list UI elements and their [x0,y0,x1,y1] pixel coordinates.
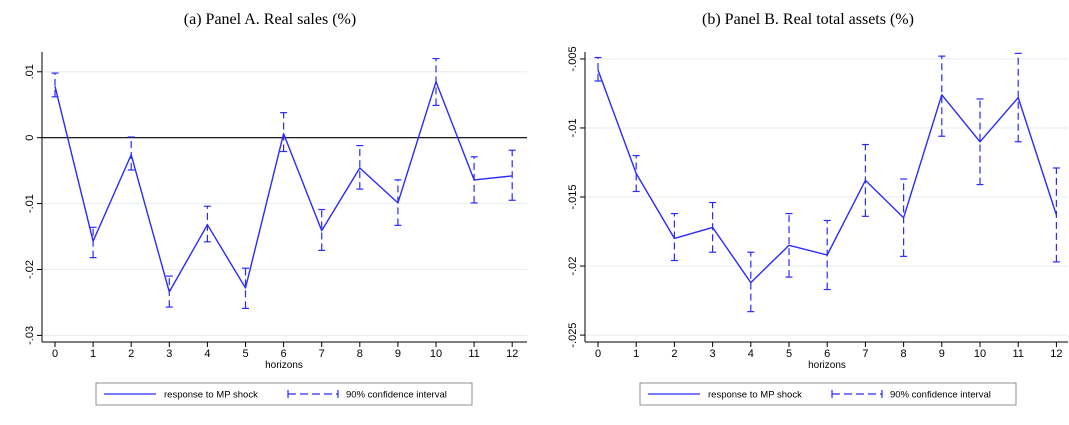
panel-b-legend-ci-swatch [831,390,883,398]
panel-a-legend-response-label: response to MP shock [164,390,258,401]
panel-b-x-tick-label-5: 5 [786,348,792,360]
panel-b-x-tick-label-0: 0 [595,348,601,360]
panel-a-x-tick-label-8: 8 [357,348,363,360]
panel-a-x-tick-labels: 0 1 2 3 4 5 6 7 8 9 10 11 12 [52,348,518,360]
panel-b-ci-10 [976,98,984,186]
panel-b-ci-4 [747,251,755,313]
panel-b-legend-box [639,382,1017,406]
panel-a-legend-ci-swatch [287,390,339,398]
panel-a-y-tick-label-1: 0 [24,135,36,141]
panel-a-x-tick-label-4: 4 [204,348,210,360]
panel-a-y-tick-label-3: -.02 [24,260,36,279]
panel-a-x-tick-label-0: 0 [52,348,58,360]
panel-a-legend-box [95,382,473,406]
panel-a-grid [43,71,527,336]
panel-a-x-tick-label-3: 3 [166,348,172,360]
panel-a-x-tick-label-11: 11 [468,348,479,360]
panel-a-response-polyline [54,80,513,293]
panel-b-confidence-intervals [594,52,1060,313]
panel-b-x-tick-label-10: 10 [974,348,986,360]
panel-b-grid [586,58,1068,336]
panel-b-x-tick-label-11: 11 [1012,348,1023,360]
panel-b-x-tick-labels: 0 1 2 3 4 5 6 7 8 9 10 11 12 [595,348,1063,360]
panel-b-y-tick-label-0: -.005 [567,46,579,71]
panel-a-ci-8 [356,144,364,190]
panel-b: (b) Panel B. Real total assets (%) -.005… [567,11,1068,406]
panel-b-y-tick-label-3: -.02 [567,257,579,276]
panel-a-x-tick-label-12: 12 [506,348,518,360]
panel-b-x-tick-label-7: 7 [862,348,868,360]
panel-b-x-tick-label-3: 3 [710,348,716,360]
panel-b-x-tick-label-1: 1 [633,348,639,360]
panel-b-ci-0 [594,56,602,82]
panel-a-y-tick-label-0: .01 [24,64,36,79]
panel-b-ci-5 [785,212,793,278]
panel-b-x-tick-label-4: 4 [748,348,754,360]
panel-a-x-tick-label-7: 7 [319,348,325,360]
panel-a-y-tick-labels: .01 0 -.01 -.02 -.03 [24,64,36,345]
panel-b-caption: (b) Panel B. Real total assets (%) [702,11,914,28]
panel-a-x-tick-label-6: 6 [281,348,287,360]
panel-b-ci-9 [938,55,946,137]
panel-b-legend-response-label: response to MP shock [708,390,802,401]
panel-a-x-tick-label-10: 10 [430,348,442,360]
panel-b-x-axis-label: horizons [808,360,846,371]
panel-a-ci-5 [242,267,249,309]
panel-b-x-tick-label-12: 12 [1050,348,1062,360]
panel-a-y-tick-label-4: -.03 [24,326,36,345]
panel-b-x-tick-label-9: 9 [939,348,945,360]
panel-a-ci-12 [508,149,516,201]
panel-b-response-polyline [597,69,1058,284]
panel-b-x-tick-label-2: 2 [671,348,677,360]
panel-a-legend: response to MP shock 90% confidence inte… [95,382,473,406]
panel-b-legend: response to MP shock 90% confidence inte… [639,382,1017,406]
panel-b-x-tick-label-6: 6 [824,348,830,360]
panel-a-ci-1 [89,226,97,259]
panel-b-y-tick-label-2: -.015 [567,184,579,209]
panel-a-ci-0 [51,72,59,98]
panel-a-ci-2 [127,136,135,171]
panel-a-y-tick-label-2: -.01 [24,194,36,213]
panel-b-response-line [597,69,1058,284]
panel-a-x-axis-label: horizons [265,360,303,371]
panel-b-axes [580,52,1068,347]
panel-b-y-tick-label-4: -.025 [567,323,579,348]
panel-b-y-tick-label-1: -.01 [567,118,579,137]
panel-b-x-tick-label-8: 8 [901,348,907,360]
panel-a-legend-ci-label: 90% confidence interval [346,390,447,401]
panel-a-ci-6 [280,112,288,153]
panel-a-x-tick-label-9: 9 [395,348,401,360]
panel-b-legend-ci-label: 90% confidence interval [890,390,991,401]
panel-a-axes [37,52,527,347]
panel-a-response-line [54,80,513,293]
panel-a-caption: (a) Panel A. Real sales (%) [184,11,356,28]
panel-a-confidence-intervals [51,57,516,309]
panel-a-x-tick-label-1: 1 [90,348,96,360]
panel-a-ci-7 [318,208,326,251]
panel-b-y-tick-labels: -.005 -.01 -.015 -.02 -.025 [567,46,579,347]
panel-a: (a) Panel A. Real sales (%) .01 0 -.01 -.02… [24,11,527,406]
panel-a-x-tick-label-5: 5 [242,348,248,360]
panel-a-x-tick-label-2: 2 [128,348,134,360]
